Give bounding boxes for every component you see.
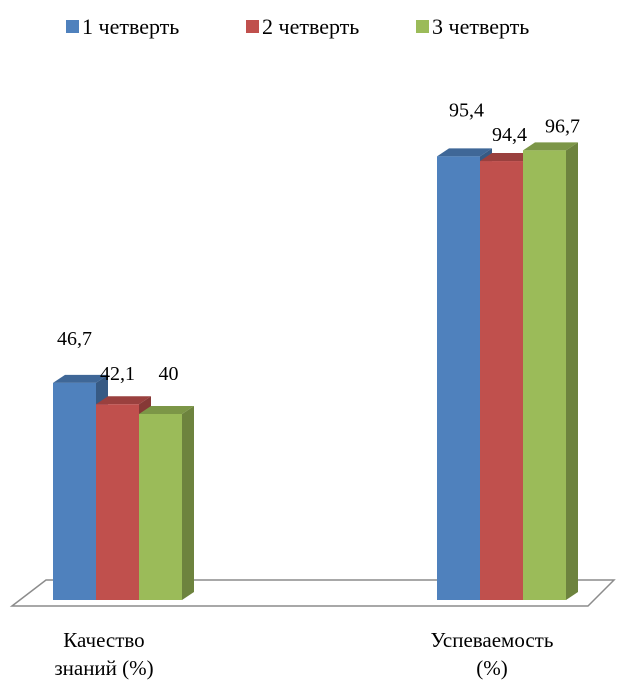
legend-swatch	[66, 20, 79, 33]
data-label: 46,7	[57, 328, 92, 350]
bar-top	[523, 142, 578, 151]
legend-entry: 3 четверть	[416, 14, 529, 39]
data-label: 96,7	[545, 115, 580, 137]
legend-label: 2 четверть	[262, 14, 359, 39]
bar-front	[437, 156, 480, 600]
legend-entry: 2 четверть	[246, 14, 359, 39]
data-label: 95,4	[449, 99, 484, 121]
bar-top	[53, 374, 108, 383]
data-labels: 46,7 95,4 42,1 94,4 40 96,7	[57, 99, 580, 385]
category-label: Качество знаний (%)	[54, 628, 153, 680]
bar-front	[523, 150, 566, 600]
legend-swatch	[246, 20, 259, 33]
category-label-line: Качество	[63, 628, 144, 652]
bar-side	[566, 142, 578, 600]
bar-front	[96, 404, 139, 600]
bar-front	[139, 414, 182, 600]
category-labels: Качество знаний (%) Успеваемость (%)	[54, 628, 553, 680]
legend-swatch	[416, 20, 429, 33]
bar-side	[182, 406, 194, 600]
legend-label: 1 четверть	[82, 14, 179, 39]
bar	[139, 406, 194, 600]
bar-top	[96, 396, 151, 405]
data-label: 94,4	[492, 124, 527, 146]
bar-front	[53, 382, 96, 600]
bar-top	[480, 153, 535, 162]
bar	[523, 142, 578, 600]
bars	[53, 142, 578, 601]
category-label: Успеваемость (%)	[431, 628, 554, 680]
category-label-line: знаний (%)	[54, 656, 153, 680]
legend: 1 четверть 2 четверть 3 четверть	[66, 14, 529, 39]
bar-front	[480, 161, 523, 601]
data-label: 40	[159, 363, 179, 385]
bar-top	[139, 406, 194, 414]
legend-label: 3 четверть	[432, 14, 529, 39]
category-label-line: Успеваемость	[431, 628, 554, 652]
bar-top	[437, 148, 492, 157]
data-label: 42,1	[100, 363, 135, 385]
category-label-line: (%)	[476, 656, 507, 680]
legend-entry: 1 четверть	[66, 14, 179, 39]
